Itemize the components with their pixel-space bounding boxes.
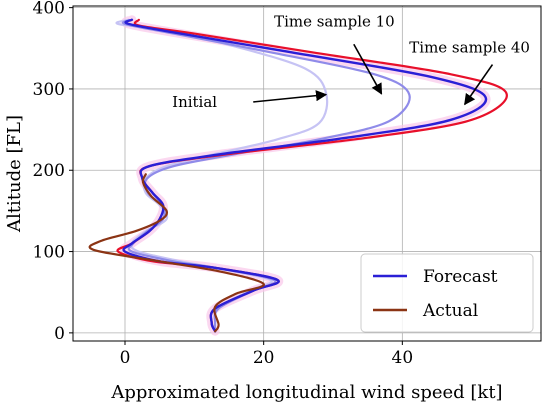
legend-label: Actual (422, 301, 478, 321)
y-axis-label: Altitude [FL] (4, 115, 25, 233)
y-tick-label: 400 (33, 0, 65, 19)
y-tick-label: 0 (54, 324, 65, 344)
annotation-arrow (253, 90, 328, 103)
series-line-actual (88, 173, 265, 333)
y-tick-label: 200 (33, 161, 65, 181)
x-tick-label: 20 (253, 348, 275, 368)
annotation-label: Time sample 10 (274, 12, 395, 30)
y-tick-label: 100 (33, 243, 65, 263)
plot-frame (72, 5, 542, 342)
series-lines (88, 18, 508, 333)
x-axis-label: Approximated longitudinal wind speed [kt… (110, 382, 502, 403)
series-line-forecast (122, 18, 488, 333)
annotation-arrow (464, 64, 494, 106)
legend-label: Forecast (423, 267, 498, 287)
annotations: Initial Time sample 10 Time sample 40 (172, 12, 530, 110)
legend: Forecast Actual (360, 253, 534, 333)
annotation-label: Time sample 40 (409, 38, 530, 56)
legend-box (360, 253, 534, 333)
series-line-initial (115, 18, 329, 333)
y-tick-label: 300 (33, 80, 65, 100)
annotation-arrow (353, 43, 383, 95)
x-tick-label: 40 (392, 348, 414, 368)
annotation-label: Initial (172, 93, 217, 111)
x-tick-label: 0 (120, 348, 131, 368)
